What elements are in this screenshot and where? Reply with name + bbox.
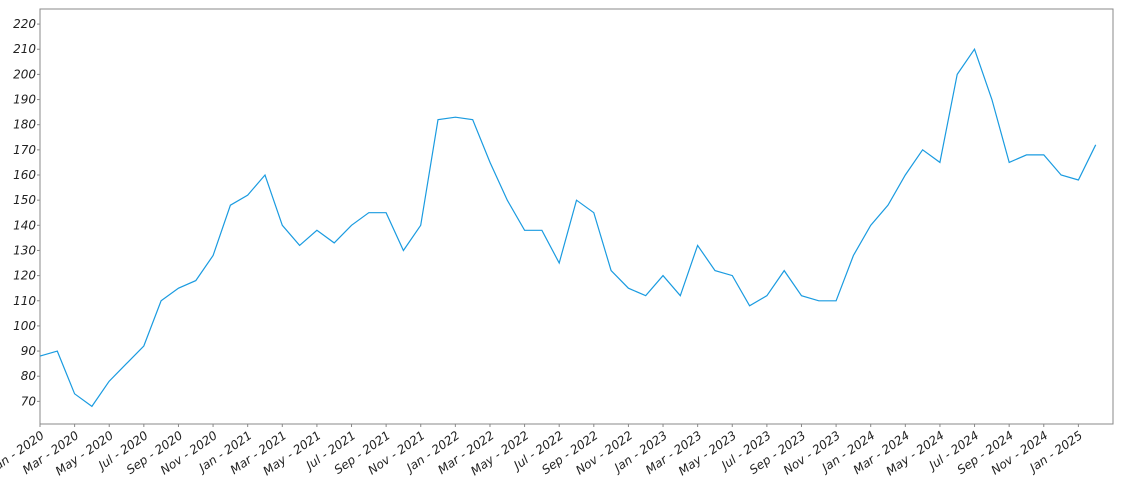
y-tick-label: 120 [13, 269, 36, 283]
y-tick-label: 190 [13, 93, 36, 107]
y-tick-label: 70 [21, 394, 37, 408]
y-tick-label: 100 [13, 319, 36, 333]
y-tick-label: 220 [13, 17, 36, 31]
y-tick-label: 150 [13, 193, 36, 207]
series-line [39, 47, 1097, 408]
y-tick-label: 140 [13, 218, 36, 232]
plot-frame [39, 8, 1114, 425]
y-tick-label: 180 [13, 118, 36, 132]
y-tick-label: 170 [13, 143, 36, 157]
y-tick-label: 200 [13, 67, 36, 81]
y-tick-label: 130 [13, 243, 36, 257]
y-tick-label: 90 [21, 344, 37, 358]
y-tick-label: 210 [13, 42, 36, 56]
y-tick-label: 80 [21, 369, 37, 383]
y-tick-label: 110 [13, 294, 36, 308]
y-tick-label: 160 [13, 168, 36, 182]
